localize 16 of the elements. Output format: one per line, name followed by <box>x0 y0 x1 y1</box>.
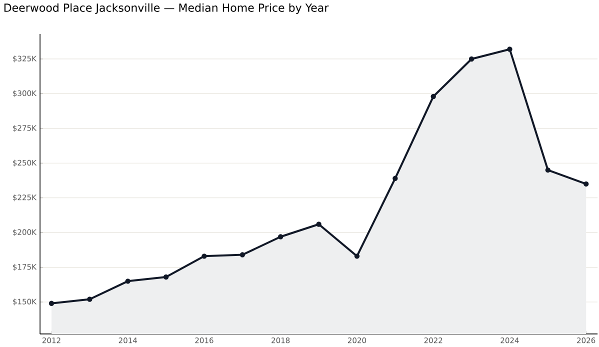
point <box>583 182 589 187</box>
point <box>468 56 474 62</box>
point <box>430 94 436 100</box>
point <box>163 274 169 280</box>
point <box>202 254 207 260</box>
point <box>125 278 130 284</box>
point <box>545 168 551 173</box>
point <box>392 176 398 182</box>
point <box>507 46 512 52</box>
point <box>316 222 322 228</box>
point <box>87 296 92 302</box>
point <box>48 301 54 306</box>
point <box>240 252 246 258</box>
chart-title: Deerwood Place Jacksonville — Median Home Price by Year <box>4 4 329 14</box>
point <box>354 254 360 260</box>
point <box>278 234 284 240</box>
